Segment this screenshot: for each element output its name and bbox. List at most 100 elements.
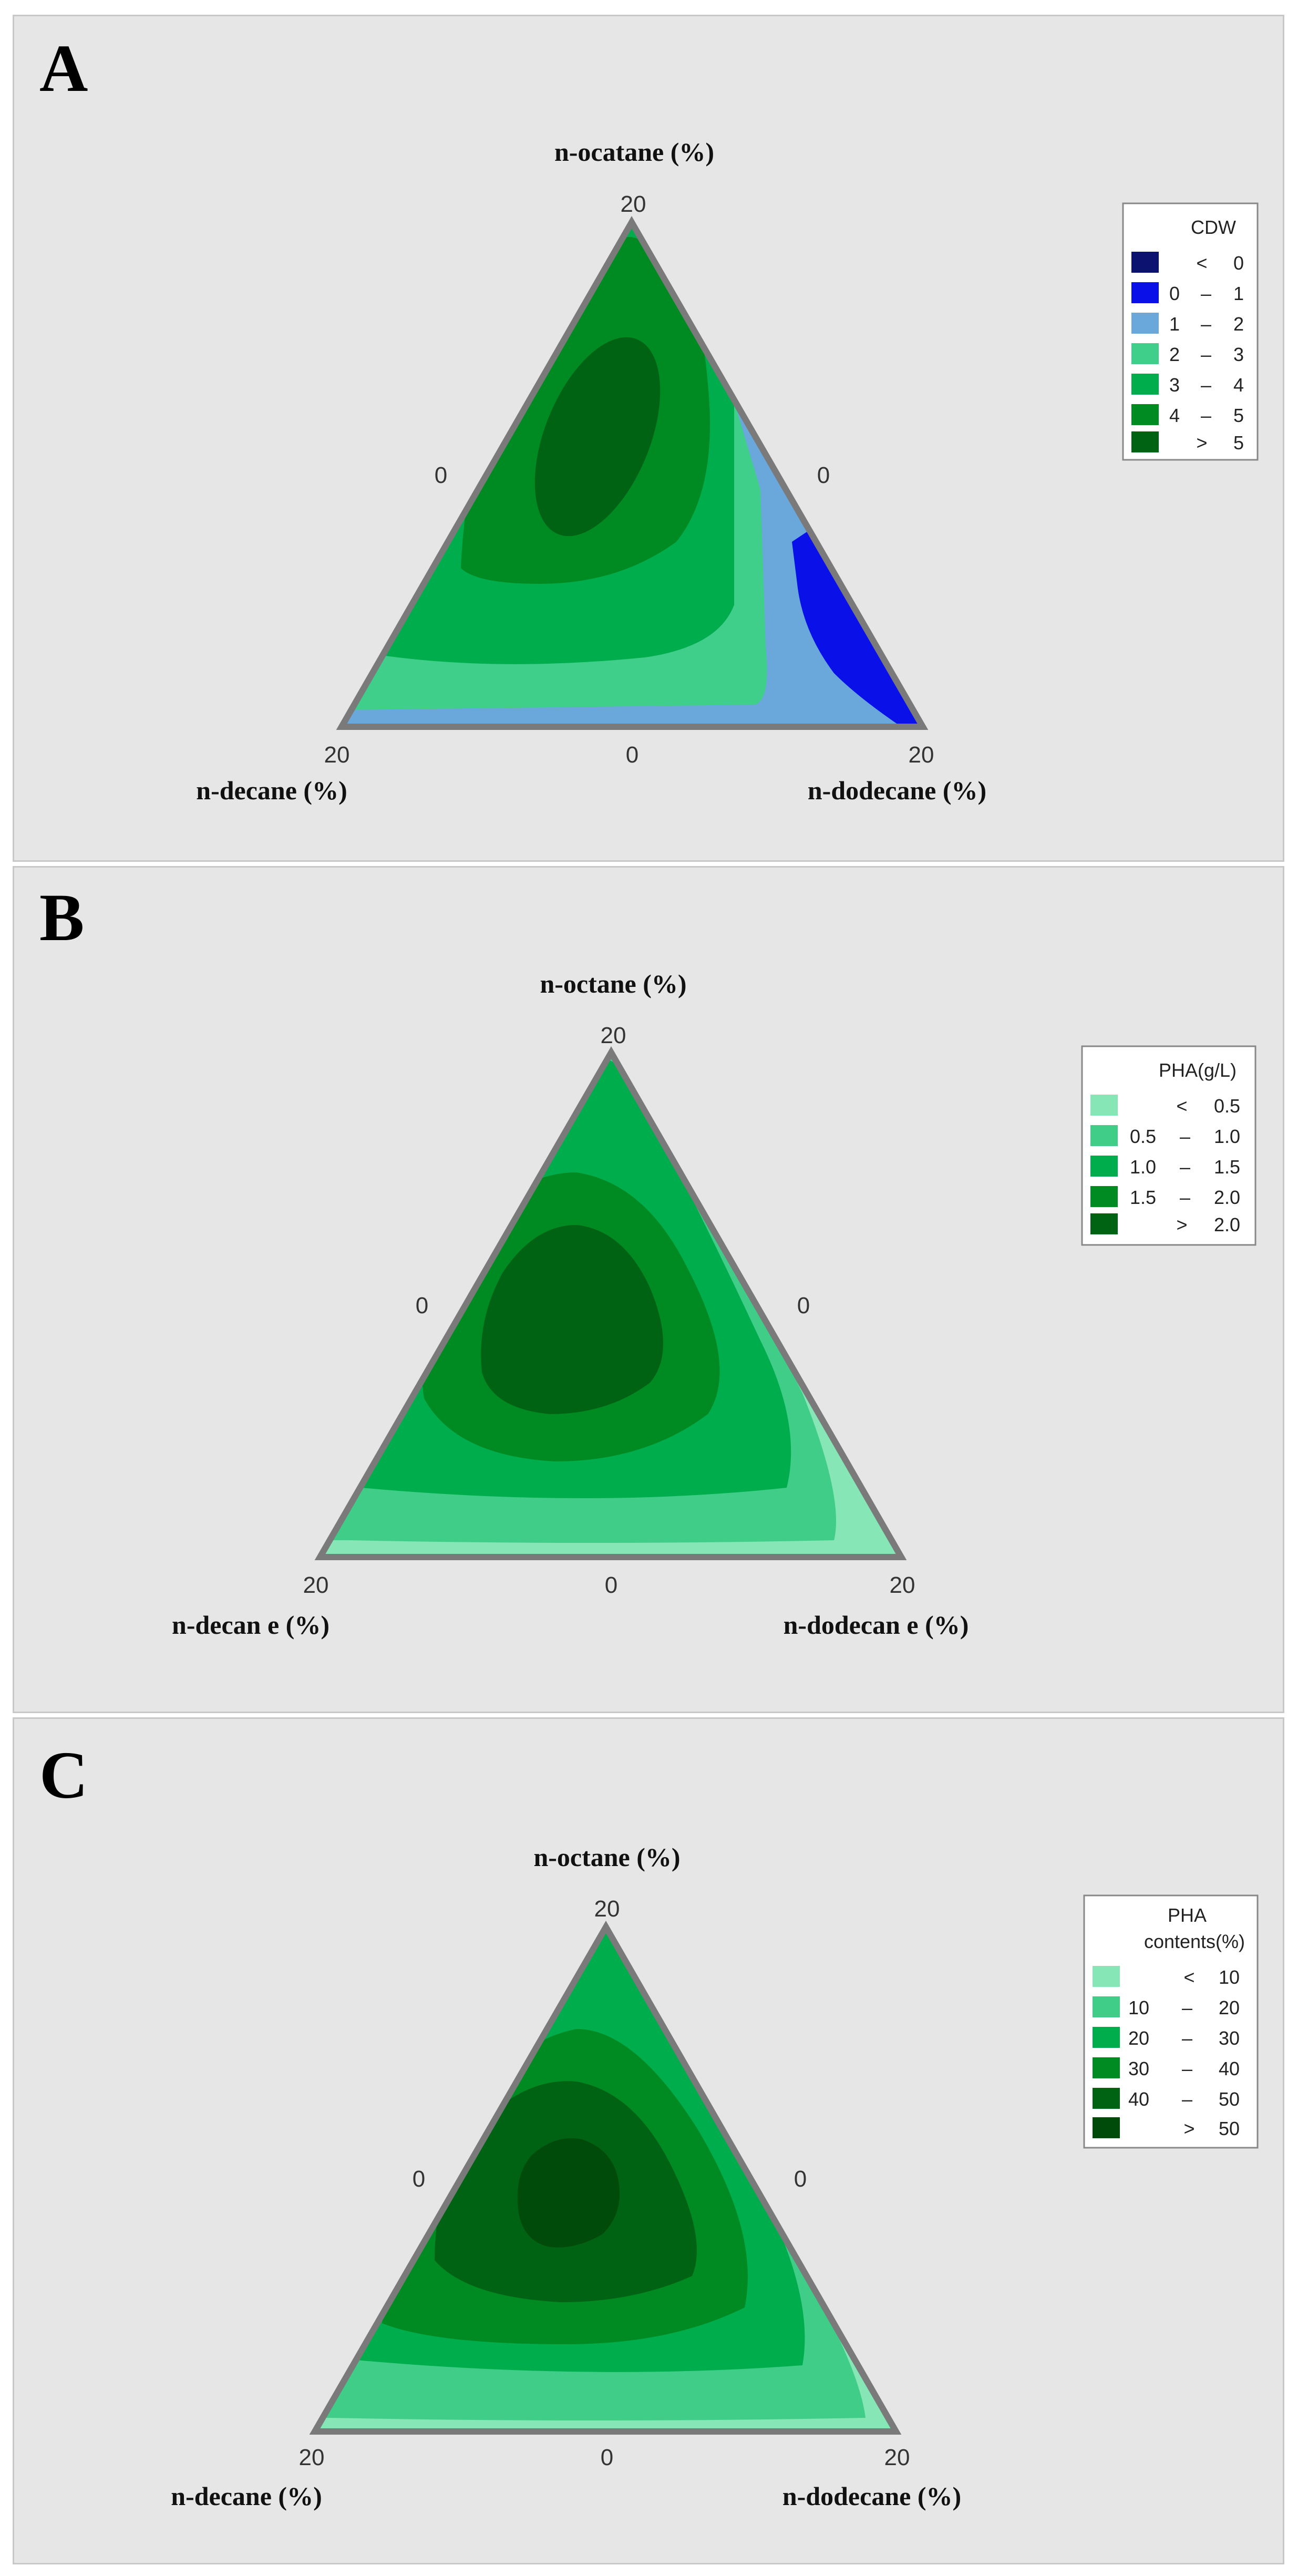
legend-hi: 50: [1219, 2088, 1240, 2110]
legend-swatch: [1131, 252, 1159, 273]
legend-lo: 3: [1169, 374, 1180, 396]
top-vertex-label: n-octane (%): [533, 1842, 680, 1872]
right-mid-tick: 0: [817, 462, 830, 488]
legend: PHA contents(%) < 10 10 – 20 20 – 30: [1083, 1894, 1259, 2149]
legend-swatch: [1131, 313, 1159, 334]
legend-lo: >: [1183, 2118, 1194, 2139]
legend-lo: <: [1176, 1095, 1187, 1117]
contour-regions: [315, 1927, 896, 2431]
right-mid-tick: 0: [797, 1293, 810, 1318]
legend-entry: < 0: [1131, 252, 1244, 274]
legend-title: CDW: [1191, 217, 1236, 238]
legend-entry: 30 – 40: [1093, 2057, 1240, 2079]
panel-label: B: [39, 880, 84, 955]
legend-sep: –: [1201, 283, 1211, 304]
panel-b-svg: B n-octane (%) 20 0 0 20 0 20 n-decan e …: [39, 880, 1256, 1640]
legend-swatch: [1093, 2088, 1120, 2109]
panel-c: C n-octane (%) 20 0 0 20 0 20 n-decane (…: [13, 1717, 1284, 2564]
legend-entry: 4 – 5: [1131, 404, 1244, 426]
left-vertex-label: n-decan e (%): [172, 1610, 329, 1640]
legend-entry: > 2.0: [1090, 1213, 1240, 1235]
legend-swatch: [1131, 343, 1159, 364]
legend-lo: >: [1196, 432, 1207, 454]
legend-entry: 10 – 20: [1093, 1996, 1240, 2018]
right-vertex-label: n-dodecan e (%): [784, 1610, 969, 1640]
legend-lo: 10: [1128, 1997, 1149, 2018]
legend-lo: 20: [1128, 2027, 1149, 2049]
legend-lo: 30: [1128, 2058, 1149, 2079]
legend-sep: –: [1201, 344, 1211, 365]
legend-hi: 1.5: [1214, 1156, 1240, 1178]
bottom-mid-tick: 0: [626, 742, 638, 768]
legend-sep: –: [1180, 1156, 1190, 1178]
legend-hi: 0.5: [1214, 1095, 1240, 1117]
legend-sep: –: [1180, 1187, 1190, 1208]
legend-sep: –: [1182, 1997, 1192, 2018]
legend-entry: 40 – 50: [1093, 2088, 1240, 2110]
legend-swatch: [1090, 1156, 1118, 1177]
legend-sep: –: [1201, 374, 1211, 396]
top-vertex-label: n-octane (%): [540, 969, 686, 998]
legend-entry: 0.5 – 1.0: [1090, 1125, 1240, 1147]
right-vertex-label: n-dodecane (%): [782, 2481, 961, 2511]
legend-lo: 0.5: [1130, 1126, 1156, 1147]
top-tick: 20: [594, 1896, 620, 1922]
right-tick: 20: [884, 2445, 910, 2470]
legend-swatch: [1090, 1095, 1118, 1116]
triangle-frame: [309, 1920, 902, 2435]
legend-lo: 4: [1169, 405, 1180, 426]
legend-lo: <: [1183, 1966, 1194, 1988]
panel-label: C: [39, 1738, 88, 1812]
left-mid-tick: 0: [416, 1293, 428, 1318]
legend-entry: 1.5 – 2.0: [1090, 1186, 1240, 1208]
legend-hi: 2: [1233, 313, 1244, 335]
legend-swatch: [1093, 2057, 1120, 2078]
legend-hi: 3: [1233, 344, 1244, 365]
contour-band-over-2-0: [481, 1225, 663, 1414]
right-tick: 20: [890, 1572, 915, 1598]
legend: PHA(g/L) < 0.5 0.5 – 1.0 1.0 – 1.5 1.5: [1081, 1045, 1256, 1246]
right-tick: 20: [909, 742, 934, 768]
legend-entry: 20 – 30: [1093, 2027, 1240, 2049]
right-mid-tick: 0: [794, 2166, 807, 2192]
legend-swatch: [1131, 431, 1159, 452]
contour-band-over-5: [534, 337, 661, 537]
panel-a: A n-ocatane (%) 20 0 0 20 0 20 n-decane …: [13, 15, 1284, 862]
bottom-mid-tick: 0: [601, 2445, 613, 2470]
legend-sep: –: [1182, 2058, 1192, 2079]
legend-hi: 2.0: [1214, 1214, 1240, 1235]
legend-hi: 10: [1219, 1966, 1240, 1988]
left-tick: 20: [299, 2445, 325, 2470]
top-tick: 20: [601, 1023, 626, 1048]
legend-lo: 0: [1169, 283, 1180, 304]
legend-swatch: [1131, 404, 1159, 425]
top-vertex-label: n-ocatane (%): [554, 137, 714, 167]
left-vertex-label: n-decane (%): [171, 2481, 322, 2511]
panel-c-svg: C n-octane (%) 20 0 0 20 0 20 n-decane (…: [39, 1738, 1259, 2511]
left-tick: 20: [303, 1572, 329, 1598]
legend-hi: 30: [1219, 2027, 1240, 2049]
panel-b: B n-octane (%) 20 0 0 20 0 20 n-decan e …: [13, 866, 1284, 1713]
left-vertex-label: n-decane (%): [196, 776, 347, 805]
legend-hi: 5: [1233, 432, 1244, 454]
legend-sep: –: [1180, 1126, 1190, 1147]
legend-hi: 4: [1233, 374, 1244, 396]
top-tick: 20: [621, 191, 646, 217]
triangle-frame: [336, 215, 929, 730]
legend: CDW < 0 0 – 1 1 – 2 2 – 3: [1122, 202, 1259, 461]
legend-lo: 1.0: [1130, 1156, 1156, 1178]
legend-swatch: [1093, 1996, 1120, 2017]
legend-title: contents(%): [1144, 1931, 1245, 1952]
contour-regions: [320, 1053, 901, 1557]
bottom-mid-tick: 0: [605, 1572, 617, 1598]
legend-swatch: [1093, 2027, 1120, 2048]
legend-entry: 3 – 4: [1131, 374, 1244, 396]
legend-hi: 1.0: [1214, 1126, 1240, 1147]
legend-sep: –: [1201, 313, 1211, 335]
legend-entry: 1.0 – 1.5: [1090, 1156, 1240, 1178]
legend-swatch: [1090, 1125, 1118, 1146]
legend-hi: 2.0: [1214, 1187, 1240, 1208]
left-mid-tick: 0: [435, 462, 447, 488]
legend-hi: 1: [1233, 283, 1244, 304]
contour-band-over-50: [517, 2138, 620, 2248]
